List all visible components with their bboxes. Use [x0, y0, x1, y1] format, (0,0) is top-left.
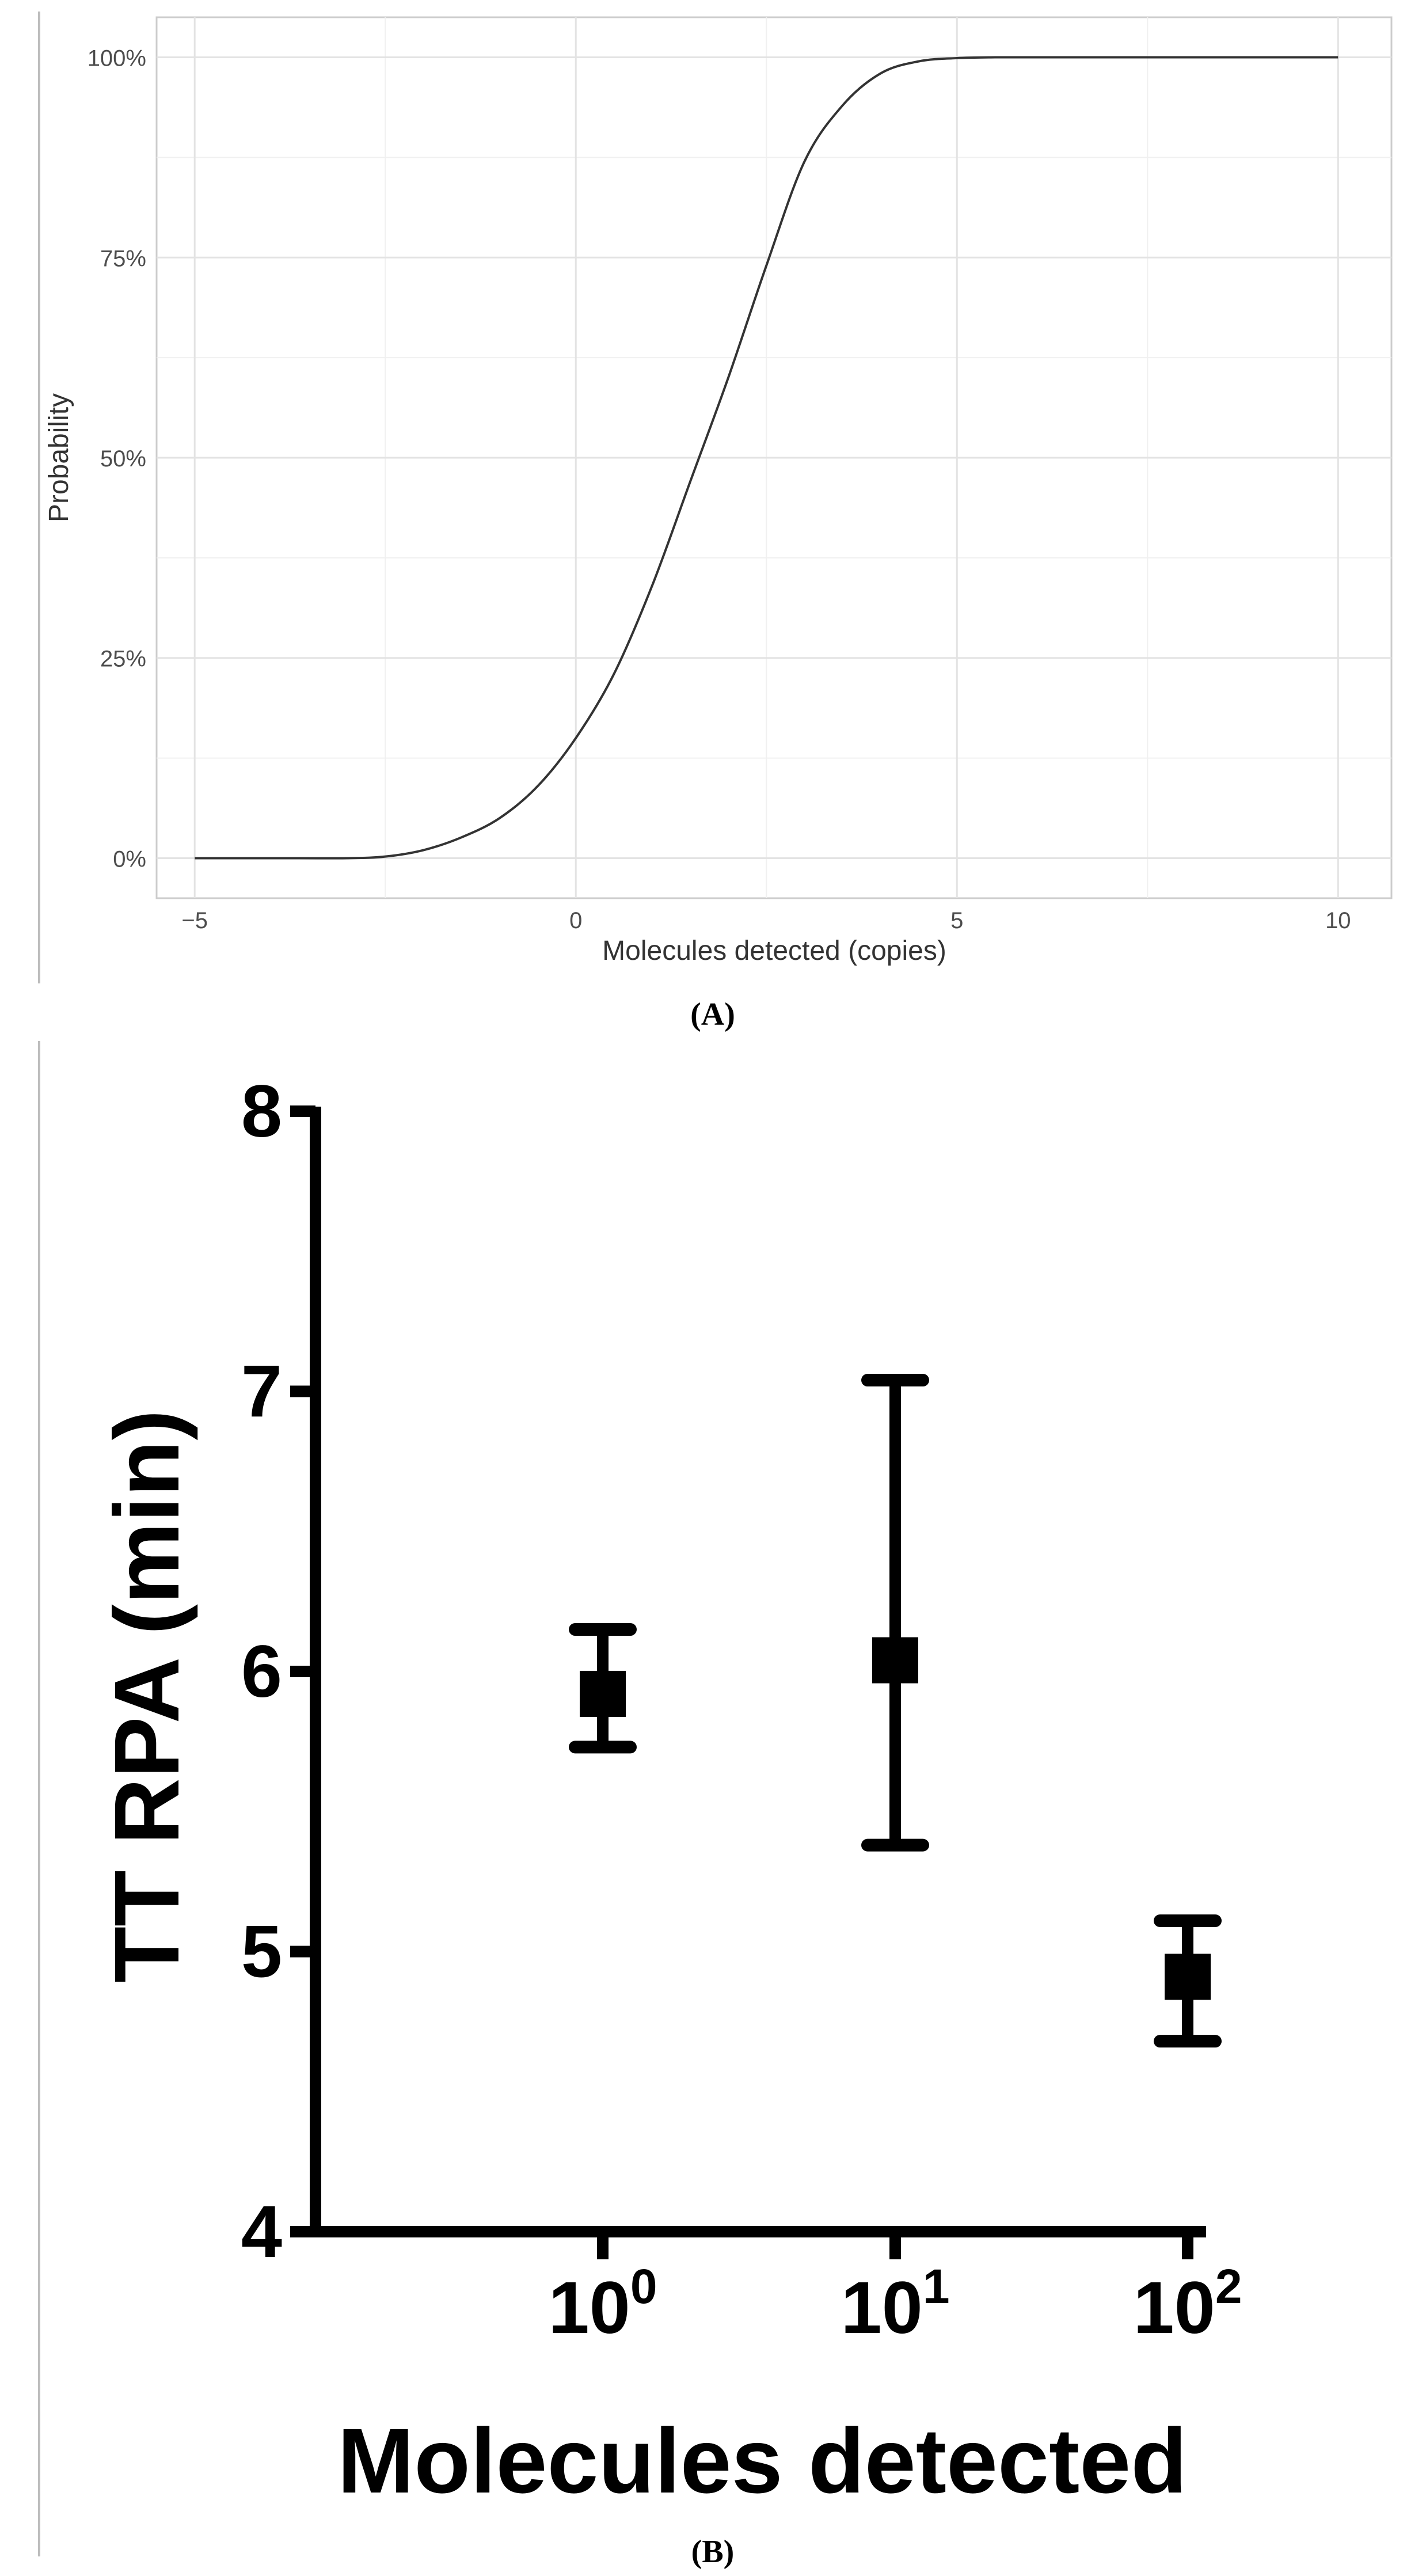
plot-a-y-ticks: 0% 25% 50% 75% 100% — [88, 46, 146, 872]
y-tick-label: 5 — [241, 1911, 282, 1993]
plot-b-y-axis-label: TT RPA (min) — [95, 1409, 198, 1982]
plot-b-x-axis-label: Molecules detected — [337, 2409, 1187, 2512]
data-point — [569, 1623, 637, 1754]
plot-b-points — [569, 1374, 1222, 2048]
panel-b: 4 5 6 7 8 100 101 102 TT RPA (min) Molecules d… — [38, 1041, 1242, 2570]
y-tick-label: 75% — [100, 246, 146, 271]
mean-marker — [580, 1670, 626, 1717]
mean-marker — [1165, 1954, 1211, 2000]
x-tick-label: 101 — [841, 2259, 949, 2349]
x-tick-label: 5 — [950, 908, 963, 933]
y-tick-label: 6 — [241, 1631, 282, 1713]
probability-curve — [195, 56, 1338, 860]
plot-b-y-ticks: 4 5 6 7 8 — [241, 1070, 315, 2273]
x-tick-label: 100 — [548, 2259, 657, 2349]
x-tick-label: 102 — [1133, 2259, 1242, 2349]
plot-b-axes — [310, 1107, 1206, 2237]
panel-b-label: (B) — [691, 2534, 735, 2570]
data-point — [861, 1374, 929, 1852]
y-tick-label: 0% — [113, 846, 146, 872]
y-tick-label: 8 — [241, 1070, 282, 1153]
y-tick-label: 7 — [241, 1351, 282, 1433]
plot-a-y-axis-label: Probability — [44, 393, 74, 522]
panel-a: 0% 25% 50% 75% 100% −5 0 5 10 Probability Molec… — [38, 12, 1393, 1032]
y-tick-label: 25% — [100, 647, 146, 672]
plot-a-x-ticks: −5 0 5 10 — [181, 908, 1351, 933]
x-tick-label: 10 — [1325, 908, 1351, 933]
plot-a-x-axis-label: Molecules detected (copies) — [602, 936, 946, 966]
panel-a-label: (A) — [690, 997, 735, 1032]
y-tick-label: 4 — [241, 2191, 282, 2273]
x-tick-label: −5 — [181, 908, 208, 933]
data-point — [1154, 1914, 1222, 2048]
y-tick-label: 100% — [88, 46, 146, 71]
x-tick-label: 0 — [569, 908, 582, 933]
y-tick-label: 50% — [100, 446, 146, 472]
plot-b-x-ticks: 100 101 102 — [548, 2232, 1242, 2349]
mean-marker — [872, 1637, 918, 1684]
